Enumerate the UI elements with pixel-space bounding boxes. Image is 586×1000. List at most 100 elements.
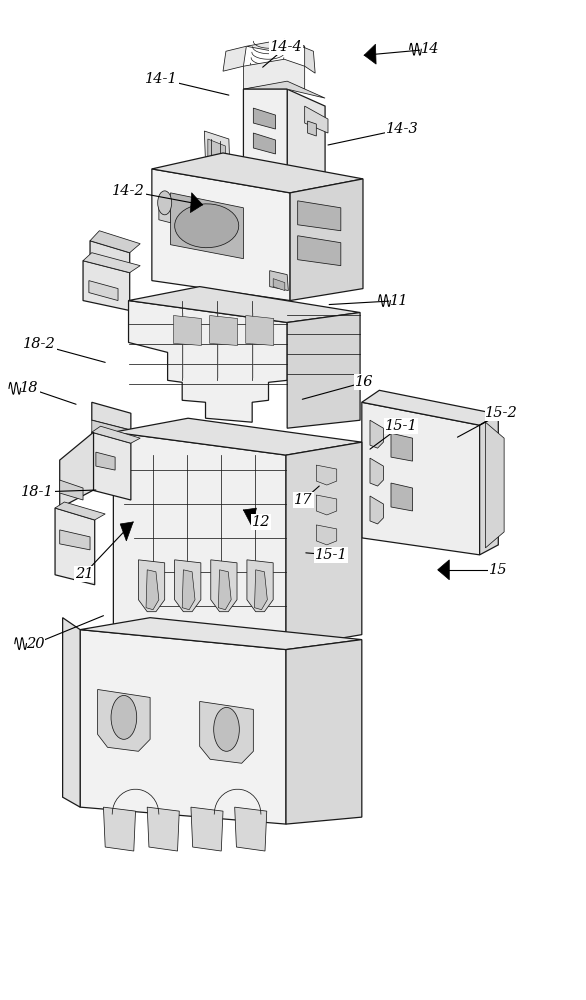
Polygon shape <box>92 426 140 443</box>
Polygon shape <box>92 420 131 442</box>
Polygon shape <box>175 204 239 248</box>
Text: 15-1: 15-1 <box>384 419 417 433</box>
Polygon shape <box>391 483 413 511</box>
Circle shape <box>111 695 137 739</box>
Text: 15-2: 15-2 <box>485 406 518 420</box>
Text: 18-1: 18-1 <box>21 485 54 499</box>
Polygon shape <box>362 402 479 555</box>
Text: 14: 14 <box>421 42 440 56</box>
Polygon shape <box>83 261 130 311</box>
Polygon shape <box>243 89 287 169</box>
Polygon shape <box>205 131 230 171</box>
Polygon shape <box>243 508 257 527</box>
Polygon shape <box>147 807 179 851</box>
Text: 18-2: 18-2 <box>23 337 56 351</box>
Polygon shape <box>253 133 275 154</box>
Polygon shape <box>219 570 231 610</box>
Polygon shape <box>83 253 140 273</box>
Polygon shape <box>298 201 341 231</box>
Polygon shape <box>308 121 316 136</box>
Polygon shape <box>287 313 360 428</box>
Polygon shape <box>208 139 226 163</box>
Polygon shape <box>316 525 337 545</box>
Polygon shape <box>247 560 273 612</box>
Text: 17: 17 <box>294 493 313 507</box>
Polygon shape <box>113 432 286 648</box>
Polygon shape <box>190 193 203 213</box>
Polygon shape <box>55 502 105 520</box>
Text: 14-4: 14-4 <box>270 40 302 54</box>
Polygon shape <box>159 203 171 223</box>
Text: 21: 21 <box>75 567 93 581</box>
Polygon shape <box>210 316 237 345</box>
Text: 11: 11 <box>390 294 408 308</box>
Circle shape <box>214 707 239 751</box>
Polygon shape <box>89 281 118 301</box>
Polygon shape <box>200 701 253 763</box>
Polygon shape <box>175 560 201 612</box>
Polygon shape <box>305 106 328 133</box>
Polygon shape <box>128 287 360 322</box>
Polygon shape <box>286 442 362 648</box>
Polygon shape <box>191 807 223 851</box>
Text: 14-2: 14-2 <box>112 184 145 198</box>
Polygon shape <box>370 458 383 486</box>
Polygon shape <box>370 496 383 524</box>
Polygon shape <box>211 560 237 612</box>
Polygon shape <box>98 689 150 751</box>
Polygon shape <box>55 508 95 585</box>
Polygon shape <box>171 193 243 259</box>
Polygon shape <box>316 495 337 515</box>
Text: 16: 16 <box>355 375 373 389</box>
Polygon shape <box>182 570 195 610</box>
Text: 18: 18 <box>20 381 39 395</box>
Polygon shape <box>80 618 362 650</box>
Polygon shape <box>273 279 285 291</box>
Polygon shape <box>298 236 341 266</box>
Polygon shape <box>152 153 363 193</box>
Polygon shape <box>362 390 498 425</box>
Polygon shape <box>223 46 246 71</box>
Polygon shape <box>253 108 275 129</box>
Polygon shape <box>113 418 362 455</box>
Polygon shape <box>90 241 130 273</box>
Polygon shape <box>138 560 165 612</box>
Text: 15: 15 <box>489 563 507 577</box>
Polygon shape <box>284 39 315 73</box>
Circle shape <box>158 191 172 215</box>
Polygon shape <box>479 414 498 555</box>
Polygon shape <box>270 271 288 291</box>
Polygon shape <box>92 402 131 430</box>
Polygon shape <box>80 630 286 824</box>
Polygon shape <box>60 530 90 550</box>
Polygon shape <box>391 433 413 461</box>
Text: 14-3: 14-3 <box>386 122 419 136</box>
Polygon shape <box>146 570 159 610</box>
Polygon shape <box>254 570 267 610</box>
Polygon shape <box>438 560 449 580</box>
Polygon shape <box>234 807 267 851</box>
Polygon shape <box>152 169 290 301</box>
Polygon shape <box>246 39 305 53</box>
Polygon shape <box>290 179 363 301</box>
Text: 20: 20 <box>26 637 45 651</box>
Polygon shape <box>92 432 131 500</box>
Polygon shape <box>173 316 202 345</box>
Polygon shape <box>128 301 287 422</box>
Polygon shape <box>90 231 140 253</box>
Polygon shape <box>287 89 325 181</box>
Polygon shape <box>246 316 274 345</box>
Polygon shape <box>286 640 362 824</box>
Polygon shape <box>63 618 80 807</box>
Polygon shape <box>243 81 325 98</box>
Polygon shape <box>485 422 504 548</box>
Polygon shape <box>60 480 83 500</box>
Polygon shape <box>243 59 305 89</box>
Polygon shape <box>96 452 115 470</box>
Text: 12: 12 <box>251 515 270 529</box>
Polygon shape <box>370 420 383 448</box>
Polygon shape <box>316 465 337 485</box>
Text: 14-1: 14-1 <box>145 72 178 86</box>
Polygon shape <box>60 432 94 508</box>
Polygon shape <box>120 522 133 541</box>
